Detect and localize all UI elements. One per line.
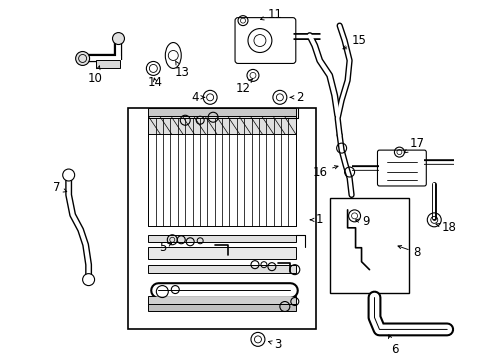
Bar [95, 60, 120, 68]
Bar [148, 116, 295, 134]
Text: 17: 17 [404, 137, 424, 153]
Text: 12: 12 [235, 79, 252, 95]
Text: 5: 5 [158, 241, 171, 254]
Circle shape [62, 169, 75, 181]
Text: 4: 4 [191, 91, 204, 104]
Circle shape [82, 274, 94, 285]
Bar [148, 303, 295, 311]
Text: 15: 15 [342, 34, 366, 49]
Text: 16: 16 [311, 166, 337, 179]
Bar [148, 265, 295, 273]
Bar [128, 108, 315, 329]
Text: 11: 11 [260, 8, 282, 21]
Bar [148, 296, 295, 303]
Text: 10: 10 [88, 66, 103, 85]
Bar [148, 108, 295, 116]
Text: 13: 13 [174, 61, 189, 79]
Bar [329, 198, 408, 293]
Bar [148, 247, 295, 259]
Text: 14: 14 [147, 76, 163, 89]
Bar [148, 118, 295, 226]
Bar [148, 235, 295, 242]
Circle shape [112, 32, 124, 45]
Circle shape [76, 51, 89, 66]
Text: 3: 3 [268, 338, 281, 351]
Text: 2: 2 [290, 91, 303, 104]
Text: 9: 9 [355, 215, 368, 228]
Text: 6: 6 [387, 335, 397, 356]
Text: 7: 7 [53, 181, 66, 194]
Text: 18: 18 [435, 221, 456, 234]
Text: 8: 8 [397, 246, 420, 259]
Text: 1: 1 [310, 213, 323, 226]
